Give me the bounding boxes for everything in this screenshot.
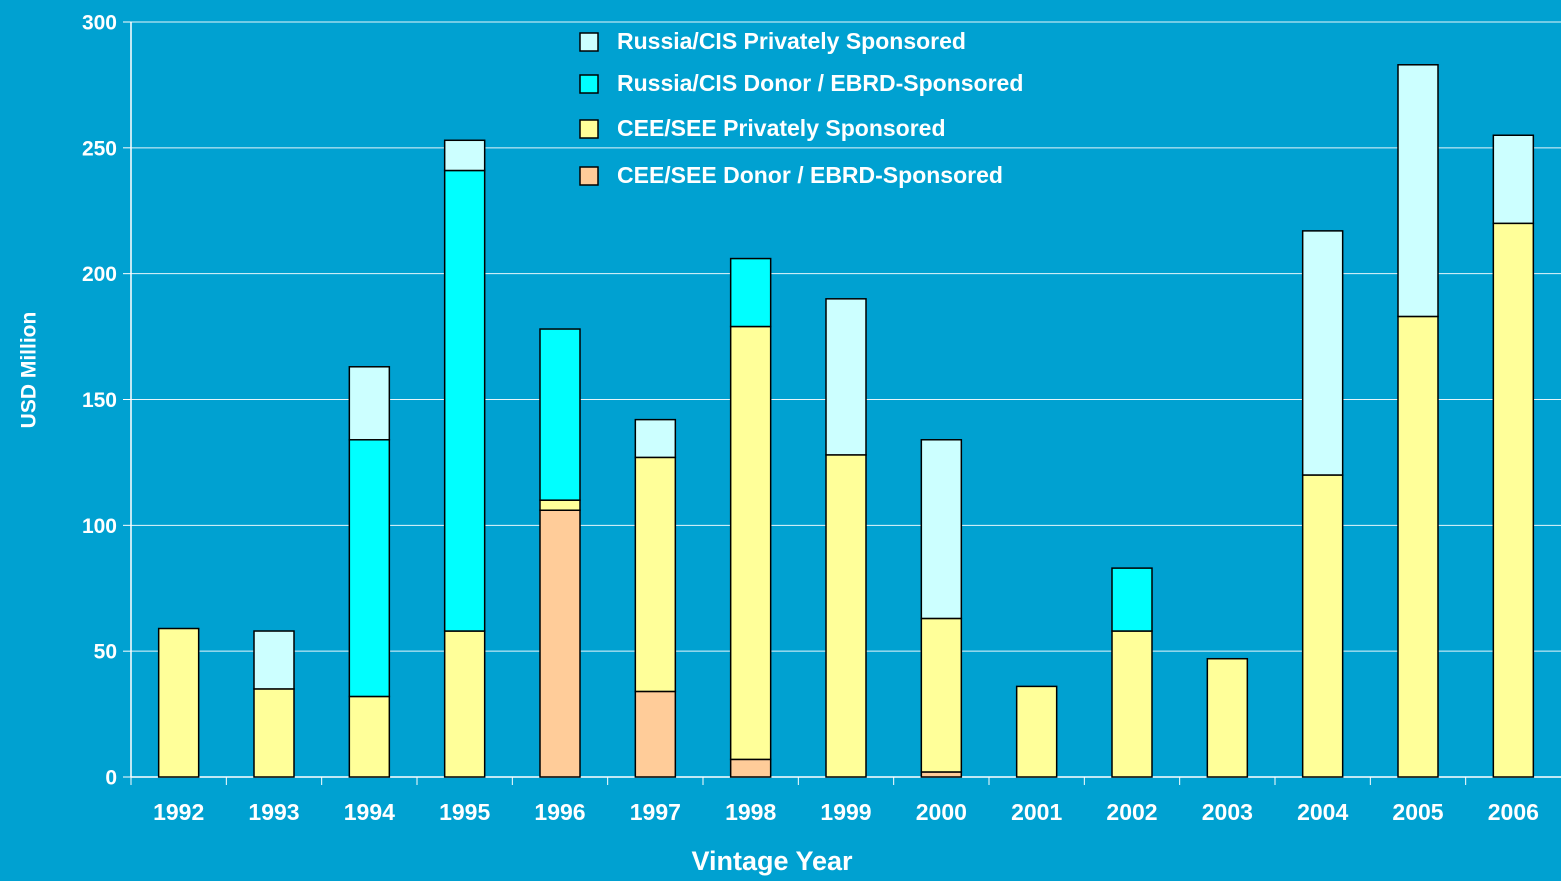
x-tick-label: 1996 xyxy=(534,799,585,825)
x-tick-label: 2005 xyxy=(1392,799,1443,825)
bar-segment xyxy=(1397,315,1439,778)
legend-swatch xyxy=(579,32,599,52)
bar-segment xyxy=(539,499,581,511)
x-tick-label: 1995 xyxy=(439,799,490,825)
y-tick-label: 100 xyxy=(82,515,117,538)
legend-label: Russia/CIS Privately Sponsored xyxy=(617,28,966,54)
legend-swatch xyxy=(579,74,599,94)
bar-segment xyxy=(443,169,486,632)
bar-segment xyxy=(348,439,391,698)
bar-segment xyxy=(1015,685,1058,778)
y-tick-label: 0 xyxy=(105,767,117,790)
bar-segment xyxy=(825,298,867,456)
bar-segment xyxy=(920,617,963,773)
x-tick-label: 2004 xyxy=(1297,799,1348,825)
bar-segment xyxy=(539,509,581,778)
x-tick-label: 1999 xyxy=(820,799,871,825)
y-tick-label: 200 xyxy=(82,263,117,286)
y-tick-label: 300 xyxy=(82,12,117,35)
bar-segment xyxy=(253,688,295,778)
x-tick-label: 2006 xyxy=(1488,799,1539,825)
bar-segment xyxy=(825,454,867,778)
bar-segment xyxy=(920,439,963,620)
bar-segment xyxy=(634,690,677,778)
legend-label: Russia/CIS Donor / EBRD-Sponsored xyxy=(617,70,1023,96)
bar-segment xyxy=(1397,64,1439,318)
x-tick-label: 1997 xyxy=(630,799,681,825)
bar-segment xyxy=(348,695,391,778)
bar-segment xyxy=(443,139,486,172)
x-tick-label: 2001 xyxy=(1011,799,1062,825)
legend-label: CEE/SEE Privately Sponsored xyxy=(617,115,946,141)
bar-segment xyxy=(539,328,581,501)
x-tick-label: 1998 xyxy=(725,799,776,825)
bar-segment xyxy=(729,257,772,328)
x-axis-title: Vintage Year xyxy=(691,846,853,876)
legend-swatch xyxy=(579,119,599,139)
bar-segment xyxy=(634,456,677,693)
bar-segment xyxy=(157,627,200,778)
x-tick-label: 2000 xyxy=(916,799,967,825)
bar-segment xyxy=(920,771,963,778)
bar-segment xyxy=(348,366,391,441)
y-axis-title: USD Million xyxy=(18,312,41,429)
bar-segment xyxy=(1111,567,1153,632)
bar-segment xyxy=(1301,230,1344,476)
bar-segment xyxy=(729,325,772,761)
x-tick-label: 2003 xyxy=(1202,799,1253,825)
x-tick-label: 2002 xyxy=(1106,799,1157,825)
x-tick-label: 1993 xyxy=(248,799,299,825)
legend-swatch xyxy=(579,166,599,186)
x-tick-label: 1992 xyxy=(153,799,204,825)
y-tick-label: 150 xyxy=(82,389,117,412)
y-tick-label: 250 xyxy=(82,137,117,160)
bar-segment xyxy=(729,758,772,778)
bar-segment xyxy=(253,630,295,690)
bar-segment xyxy=(634,418,677,459)
bar-segment xyxy=(1206,657,1249,778)
x-tick-label: 1994 xyxy=(344,799,395,825)
bar-segment xyxy=(1492,134,1535,225)
bar-segment xyxy=(443,630,486,778)
legend-label: CEE/SEE Donor / EBRD-Sponsored xyxy=(617,162,1003,188)
bar-segment xyxy=(1111,630,1153,778)
bar-segment xyxy=(1492,222,1535,778)
bar-segment xyxy=(1301,474,1344,778)
y-tick-label: 50 xyxy=(94,641,117,664)
